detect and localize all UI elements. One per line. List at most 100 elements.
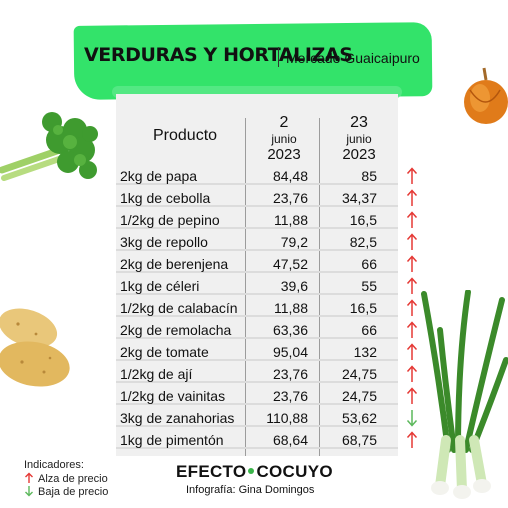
price-june-2: 39,6: [280, 278, 308, 294]
row-underline: [116, 403, 398, 405]
product-column-header: Producto: [153, 127, 218, 144]
arrow-up-icon: [406, 431, 418, 448]
table-row: 1kg de cebolla 23,76 34,37: [116, 188, 418, 210]
potatoes-illustration: [0, 308, 70, 387]
price-june-23: 34,37: [341, 190, 377, 206]
page-title: VERDURAS Y HORTALIZAS: [84, 44, 353, 66]
table-row: 1/2kg de calabacín 11,88 16,5: [116, 298, 418, 320]
row-underline: [116, 337, 398, 339]
row-underline: [116, 227, 398, 229]
product-name: 2kg de berenjena: [120, 256, 229, 272]
date-column-header-2: 23 junio 2023: [336, 114, 382, 163]
product-name: 3kg de repollo: [120, 234, 208, 250]
table-row: 2kg de remolacha 63,36 66: [116, 320, 418, 342]
arrow-up-icon: [406, 365, 418, 382]
table-row: 2kg de papa 84,48 85: [116, 166, 418, 188]
row-underline: [116, 205, 398, 207]
product-name: 1kg de cebolla: [120, 190, 211, 206]
table-row: 1kg de pimentón 68,64 68,75: [116, 430, 418, 452]
date1-day: 2: [279, 114, 289, 131]
arrow-up-icon: [406, 321, 418, 338]
brand-dot-icon: [248, 468, 255, 475]
date1-month: junio: [271, 132, 297, 146]
row-underline: [116, 425, 398, 427]
product-name: 2kg de papa: [120, 168, 198, 184]
price-june-23: 24,75: [341, 366, 377, 382]
legend-up: Alza de precio: [24, 472, 108, 485]
row-underline: [116, 447, 398, 449]
onion-illustration: [464, 67, 508, 124]
price-june-23: 82,5: [349, 234, 377, 250]
price-june-23: 16,5: [349, 212, 377, 228]
price-june-2: 47,52: [272, 256, 308, 272]
legend-down-label: Baja de precio: [38, 486, 109, 498]
price-june-2: 11,88: [274, 212, 308, 228]
arrow-up-icon: [406, 387, 418, 404]
row-underline: [116, 183, 398, 185]
arrow-up-icon: [406, 233, 418, 250]
row-underline: [116, 315, 398, 317]
price-june-23: 24,75: [341, 388, 377, 404]
arrow-up-icon: [406, 189, 418, 206]
price-june-2: 23,76: [272, 388, 308, 404]
price-june-23: 16,5: [349, 300, 377, 316]
price-june-2: 84,48: [272, 168, 308, 184]
price-table-panel: [116, 94, 398, 456]
table-row: 3kg de repollo 79,2 82,5: [116, 232, 418, 254]
row-underline: [116, 271, 398, 273]
table-row: 1/2kg de pepino 11,88 16,5: [116, 210, 418, 232]
legend-down: Baja de precio: [24, 485, 108, 498]
arrow-up-icon: [406, 255, 418, 272]
price-june-23: 55: [361, 278, 377, 294]
price-june-2: 23,76: [272, 190, 308, 206]
column-divider-2: [319, 118, 320, 456]
date2-month: junio: [346, 132, 372, 146]
row-underline: [116, 381, 398, 383]
price-june-23: 132: [353, 344, 377, 360]
product-name: 2kg de remolacha: [120, 322, 232, 338]
table-row: 3kg de zanahorias 110,88 53,62: [116, 408, 418, 430]
arrow-up-icon: [406, 277, 418, 294]
brand-left: EFECTO: [176, 462, 247, 481]
price-june-2: 23,76: [272, 366, 308, 382]
brand-logo: EFECTO COCUYO: [176, 462, 333, 482]
price-june-2: 79,2: [280, 234, 308, 250]
table-row: 2kg de tomate 95,04 132: [116, 342, 418, 364]
product-name: 1/2kg de calabacín: [120, 300, 238, 316]
arrow-up-icon: [406, 343, 418, 360]
product-name: 2kg de tomate: [120, 344, 209, 360]
table-row: 1/2kg de ají 23,76 24,75: [116, 364, 418, 386]
brand-right: COCUYO: [256, 462, 333, 481]
price-june-2: 95,04: [272, 344, 308, 360]
product-name: 1/2kg de vainitas: [120, 388, 226, 404]
date1-year: 2023: [267, 146, 301, 163]
date2-year: 2023: [342, 146, 376, 163]
row-underline: [116, 249, 398, 251]
infographic-credit: Infografía: Gina Domingos: [186, 484, 315, 496]
price-table-body: 2kg de papa 84,48 85 1kg de cebolla 23,76 34,…: [116, 166, 418, 452]
price-june-23: 66: [361, 322, 377, 338]
date-column-header-1: 2 junio 2023: [262, 114, 306, 163]
price-june-2: 68,64: [272, 432, 308, 448]
price-june-23: 68,75: [341, 432, 377, 448]
product-name: 3kg de zanahorias: [120, 410, 235, 426]
arrow-up-icon: [406, 299, 418, 316]
row-underline: [116, 359, 398, 361]
table-row: 2kg de berenjena 47,52 66: [116, 254, 418, 276]
price-june-23: 66: [361, 256, 377, 272]
price-june-2: 110,88: [266, 410, 308, 426]
price-june-23: 85: [361, 168, 377, 184]
arrow-down-icon: [406, 410, 418, 427]
spring-onion-illustration: [421, 290, 508, 499]
product-name: 1kg de céleri: [120, 278, 200, 294]
page-subtitle: Mercado Guaicaipuro: [286, 50, 420, 66]
price-june-23: 53,62: [341, 410, 377, 426]
arrow-down-icon: [25, 486, 33, 497]
product-name: 1kg de pimentón: [120, 432, 224, 448]
table-row: 1/2kg de vainitas 23,76 24,75: [116, 386, 418, 408]
title-separator: [278, 47, 279, 67]
legend-up-label: Alza de precio: [38, 473, 108, 485]
product-name: 1/2kg de pepino: [120, 212, 220, 228]
product-name: 1/2kg de ají: [120, 366, 193, 382]
table-row: 1kg de céleri 39,6 55: [116, 276, 418, 298]
